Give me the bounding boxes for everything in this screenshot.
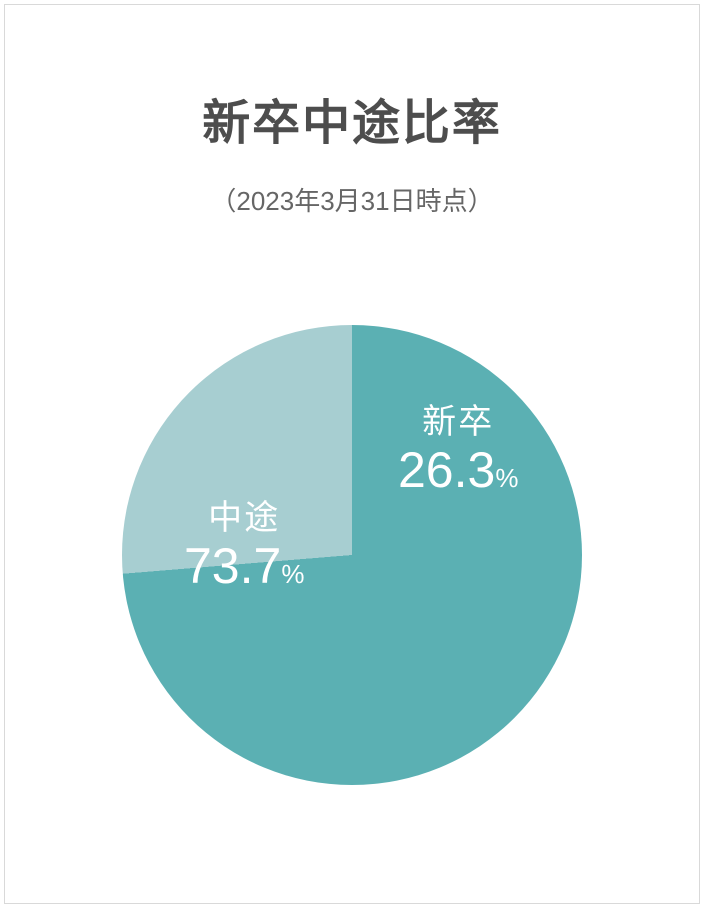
slice-pct-new-grad: % <box>495 464 518 494</box>
chart-title: 新卒中途比率 <box>5 83 699 153</box>
slice-value-new-grad: 26.3 <box>398 442 495 500</box>
chart-subtitle: （2023年3月31日時点） <box>5 181 699 218</box>
slice-value-mid-career: 73.7 <box>184 538 281 596</box>
slice-label-new-grad: 新卒 26.3% <box>398 403 518 500</box>
slice-name-new-grad: 新卒 <box>398 403 518 442</box>
slice-name-mid-career: 中途 <box>184 499 304 538</box>
slice-label-mid-career: 中途 73.7% <box>184 499 304 596</box>
infographic-card: 新卒中途比率 （2023年3月31日時点） 中途 73.7% 新卒 26.3% <box>4 4 700 904</box>
slice-pct-mid-career: % <box>281 560 304 590</box>
pie-chart: 中途 73.7% 新卒 26.3% <box>122 325 582 785</box>
